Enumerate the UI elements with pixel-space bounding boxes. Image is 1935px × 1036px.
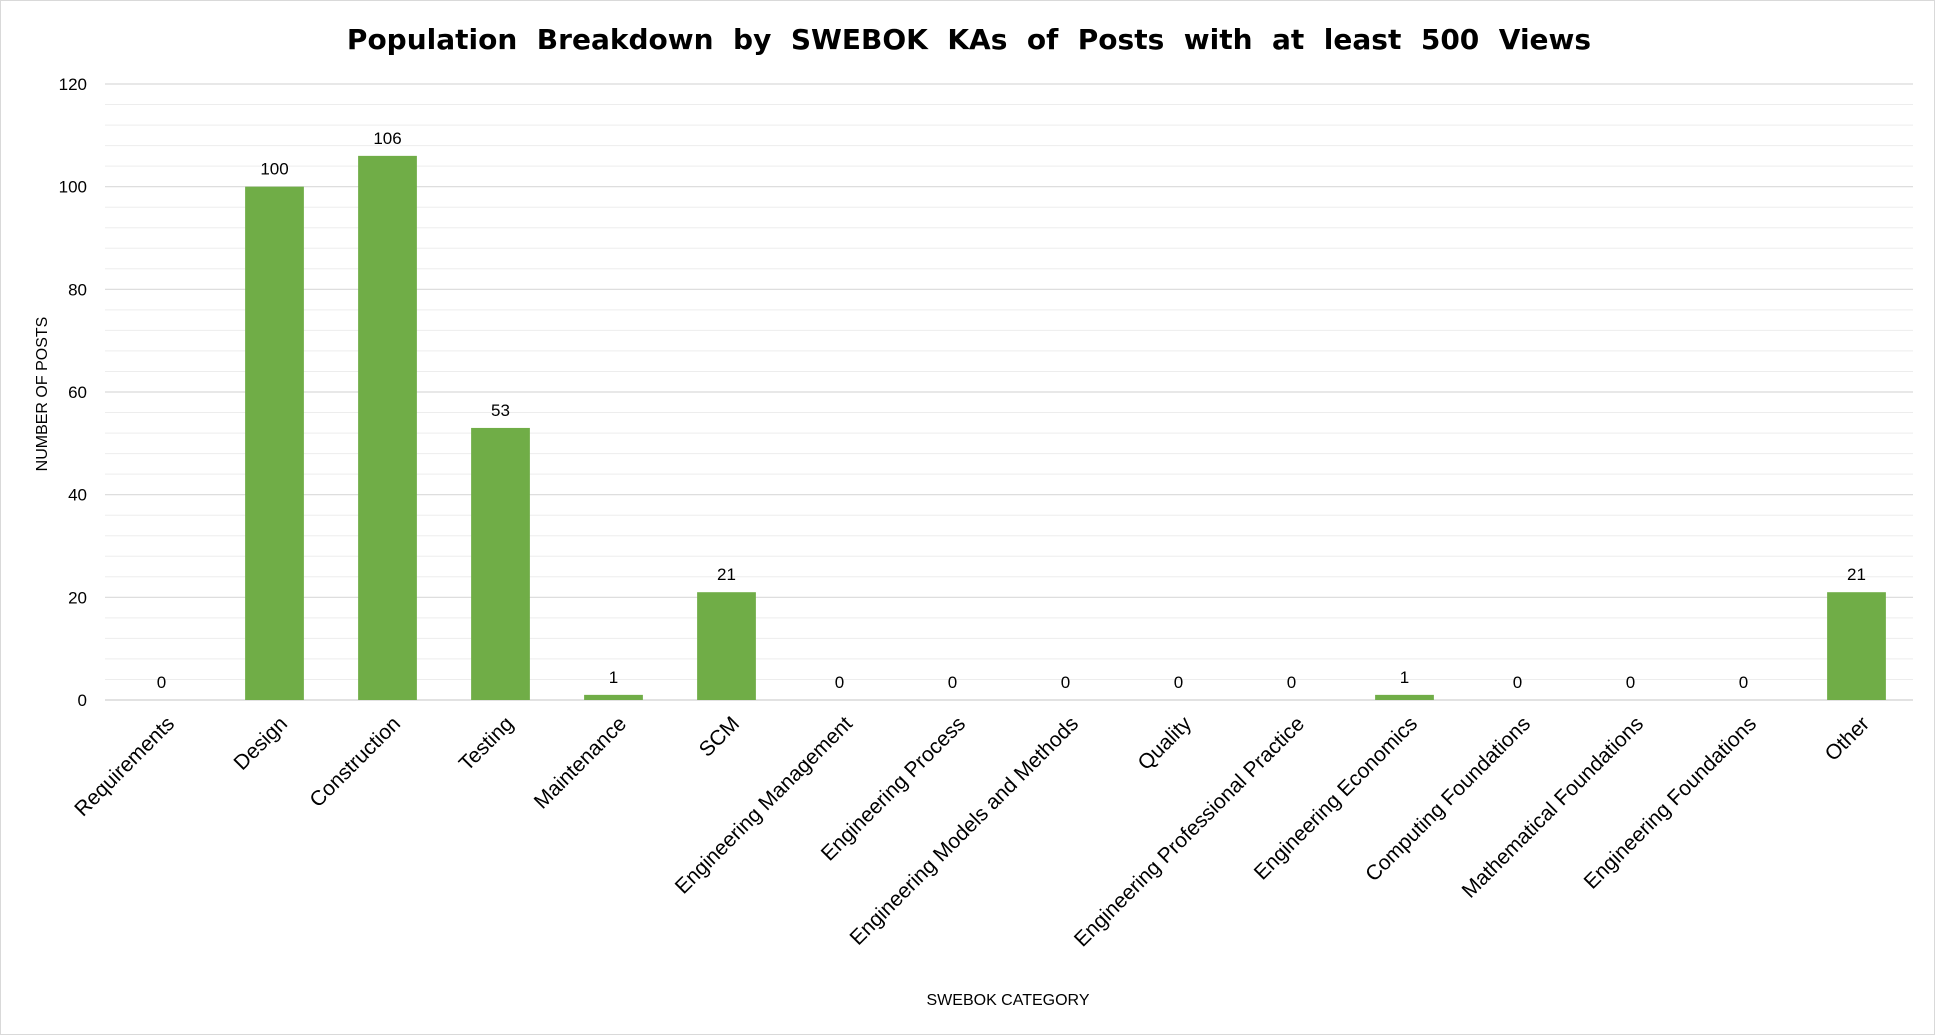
y-tick-label: 120	[59, 75, 87, 94]
x-category-label: Testing	[455, 712, 518, 775]
x-axis-title: SWEBOK CATEGORY	[927, 992, 1090, 1009]
data-label: 21	[1847, 565, 1866, 584]
data-label: 106	[373, 129, 401, 148]
bar	[245, 186, 304, 700]
x-category-label: Requirements	[70, 712, 179, 821]
y-tick-label: 40	[68, 486, 87, 505]
data-label: 100	[260, 160, 288, 179]
y-tick-label: 100	[59, 178, 87, 197]
bar	[358, 155, 417, 700]
y-tick-label: 60	[68, 383, 87, 402]
bar	[471, 427, 530, 700]
data-label: 1	[609, 668, 618, 687]
x-category-label: Engineering Professional Practice	[1070, 712, 1309, 951]
data-label: 1	[1400, 668, 1409, 687]
x-category-label: SCM	[695, 712, 744, 761]
x-category-label: Construction	[305, 712, 405, 812]
bar	[1375, 694, 1434, 700]
x-category-label: Maintenance	[530, 712, 631, 813]
bars	[245, 155, 1886, 700]
chart-title: Population Breakdown by SWEBOK KAs of Po…	[347, 23, 1591, 56]
y-axis-title: NUMBER OF POSTS	[34, 317, 51, 472]
data-label: 0	[1626, 673, 1635, 692]
y-tick-label: 80	[68, 280, 87, 299]
data-label: 21	[717, 565, 736, 584]
x-category-label: Other	[1821, 712, 1874, 765]
x-category-label: Mathematical Foundations	[1458, 712, 1648, 902]
data-label: 0	[835, 673, 844, 692]
y-tick-label: 20	[68, 588, 87, 607]
data-label: 0	[948, 673, 957, 692]
x-category-label: Design	[230, 712, 292, 774]
data-label: 0	[1287, 673, 1296, 692]
bar	[697, 592, 756, 700]
data-label: 53	[491, 401, 510, 420]
data-label: 0	[157, 673, 166, 692]
bar	[584, 694, 643, 700]
y-tick-label: 0	[78, 691, 87, 710]
bar	[1827, 592, 1886, 700]
y-axis-tick-labels: 0 20 40 60 80 100 120	[59, 75, 87, 710]
x-category-label: Quality	[1134, 712, 1197, 775]
x-category-label: Engineering Models and Methods	[846, 712, 1083, 949]
data-label: 0	[1513, 673, 1522, 692]
data-label: 0	[1174, 673, 1183, 692]
x-axis-category-labels: Requirements Design Construction Testing Mai…	[70, 712, 1874, 951]
data-label: 0	[1061, 673, 1070, 692]
data-label: 0	[1739, 673, 1748, 692]
